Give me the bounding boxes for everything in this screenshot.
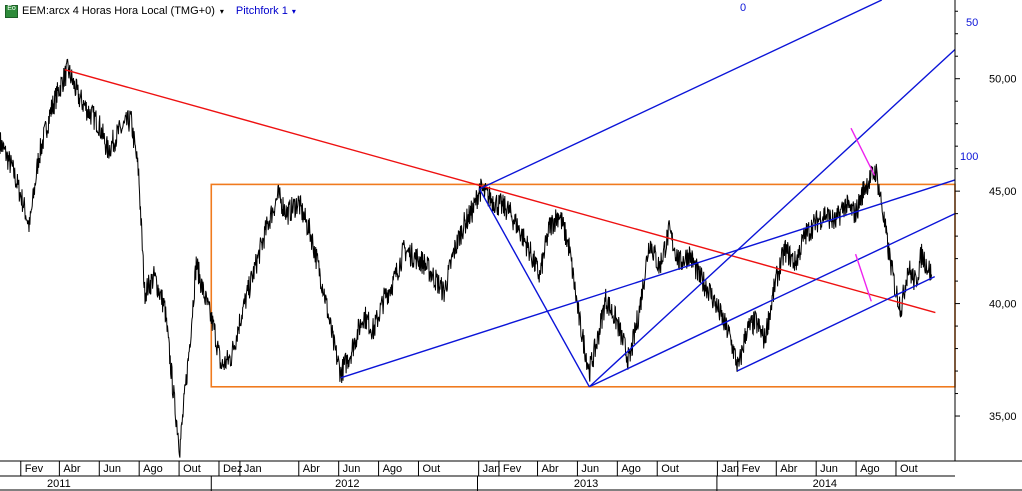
x-year-label: 2011: [47, 478, 71, 490]
pitchfork-level-label: 100: [960, 151, 978, 163]
x-month-label: Out: [900, 463, 918, 475]
x-month-label: Ago: [621, 463, 641, 475]
x-month-label: Abr: [780, 463, 797, 475]
pitchfork-line-50: [588, 48, 956, 388]
x-year-label: 2012: [335, 478, 359, 490]
pitchfork-handle: [478, 188, 590, 388]
x-year-label: 2013: [574, 478, 598, 490]
y-axis: 35,00 40,00 45,00 50,00: [954, 0, 1017, 461]
x-month-label: Jan: [483, 463, 501, 475]
symbol-title[interactable]: EEM:arcx 4 Horas Hora Local (TMG+0): [22, 5, 215, 17]
pitchfork-line-0: [479, 0, 883, 190]
x-month-label: Jan: [244, 463, 262, 475]
x-month-label: Jun: [820, 463, 838, 475]
pitchfork-level-label: 50: [966, 17, 978, 29]
y-tick-label: 35,00: [989, 411, 1017, 423]
drawing-tools-layer: 0 50 100: [64, 0, 978, 388]
y-tick-label: 45,00: [989, 186, 1017, 198]
pitchfork-level-label: 0: [740, 2, 746, 14]
x-month-label: Ago: [143, 463, 163, 475]
chart-legend: Eo EEM:arcx 4 Horas Hora Local (TMG+0) ▾…: [5, 3, 296, 19]
x-month-label: Ago: [383, 463, 403, 475]
y-tick-label: 40,00: [989, 299, 1017, 311]
x-month-label: Dez: [223, 463, 243, 475]
x-month-label: Fev: [742, 463, 761, 475]
eo-logo-icon: Eo: [5, 4, 18, 18]
x-month-label: Fev: [503, 463, 522, 475]
x-month-label: Out: [661, 463, 679, 475]
x-month-label: Fev: [25, 463, 44, 475]
pitchfork-line-inner: [589, 213, 956, 388]
price-series-layer: [0, 58, 932, 458]
x-month-label: Abr: [542, 463, 559, 475]
pitchfork-line-lower: [736, 275, 936, 372]
x-month-label: Out: [183, 463, 201, 475]
price-line: [0, 58, 932, 458]
x-axis: Fev Abr Jun Ago Out Dez Jan Abr Jun Ago Out Jan Fev A…: [0, 460, 1022, 491]
study-dropdown-caret-icon[interactable]: ▾: [291, 6, 296, 16]
pitchfork-study-label[interactable]: Pitchfork 1: [235, 5, 288, 17]
dropdown-caret-icon[interactable]: ▾: [219, 6, 224, 16]
trendline: [64, 69, 936, 314]
x-month-label: Jun: [343, 463, 361, 475]
x-year-label: 2014: [813, 478, 837, 490]
x-month-label: Out: [422, 463, 440, 475]
pitchfork-line-100: [340, 179, 956, 379]
magenta-line-1: [854, 253, 872, 302]
x-month-label: Jun: [581, 463, 599, 475]
x-month-label: Abr: [303, 463, 320, 475]
x-month-label: Jan: [721, 463, 739, 475]
x-month-label: Abr: [63, 463, 80, 475]
y-tick-label: 50,00: [989, 74, 1017, 86]
x-month-label: Ago: [860, 463, 880, 475]
x-month-label: Jun: [103, 463, 121, 475]
magenta-line-0: [850, 127, 876, 176]
